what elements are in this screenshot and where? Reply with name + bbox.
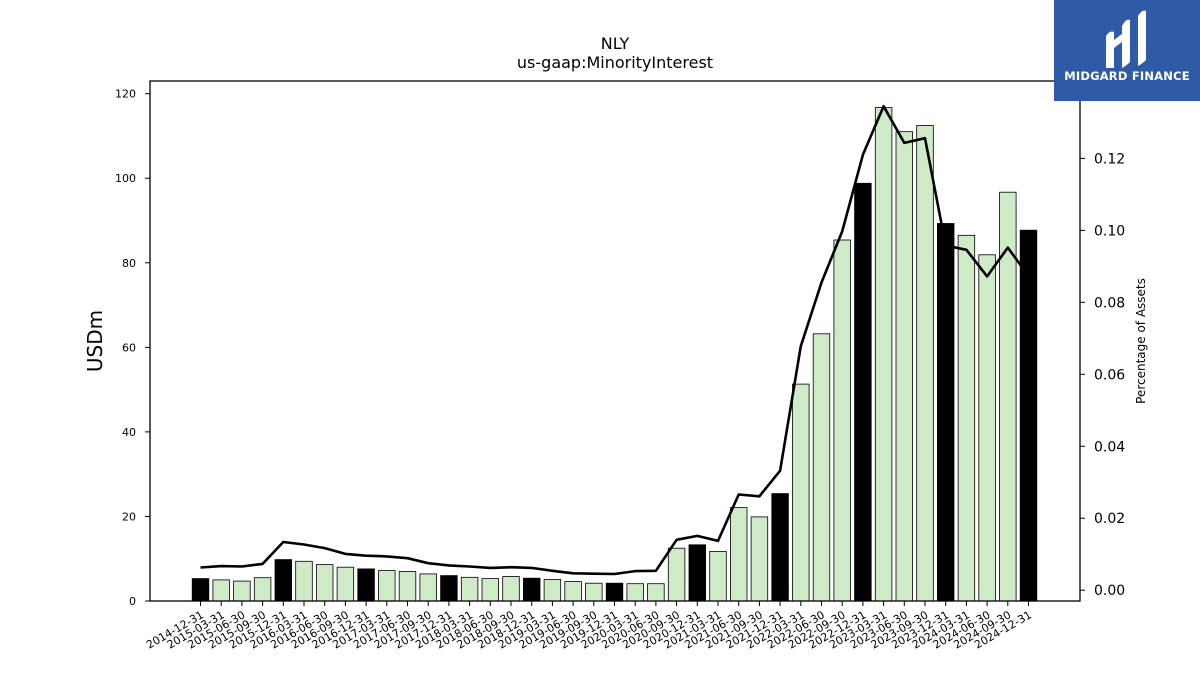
bar-2015-12-31 [274,559,293,602]
y-tick-label: 100 [115,172,136,185]
brand-name: MIDGARD FINANCE [1064,69,1190,83]
bar-2015-09-30 [253,577,272,602]
bar-2015-06-30 [233,580,251,602]
bar-2015-03-31 [212,579,230,602]
bar-2016-03-31 [295,560,313,602]
y-tick-label: 40 [122,426,136,439]
bar-2019-12-31 [605,582,624,602]
y2-tick-label: 0.04 [1094,439,1125,455]
y-tick-label: 20 [122,510,136,523]
bar-2016-06-30 [315,564,334,602]
bar-2023-09-30 [916,125,934,602]
bar-2024-03-31 [957,234,976,602]
bar-2023-06-30 [895,131,914,602]
bar-2017-06-30 [398,571,417,602]
axes-group: 0 20 40 60 80 100 120 0.00 0.02 0.04 0.06 0.08 0.10 0… [115,80,1125,652]
bar-2019-03-31 [543,579,562,602]
bar-2016-09-30 [336,566,355,602]
bar-2019-06-30 [564,581,582,602]
line-group [200,104,1030,576]
bar-2022-09-30 [833,239,851,602]
y2-tick-label: 0.12 [1094,151,1125,167]
bar-2023-12-31 [937,223,955,602]
y2-tick-label: 0.06 [1094,367,1125,383]
bar-2021-06-30 [730,507,748,602]
bar-2022-06-30 [812,333,831,602]
bar-2018-09-30 [502,576,520,602]
bar-2018-03-31 [460,576,479,602]
bar-2021-09-30 [750,516,769,602]
chart-subtitle: us-gaap:MinorityInterest [517,53,713,72]
y-axis-label: USDm [83,310,107,372]
percentage-of-assets-line [200,104,1030,576]
bar-2020-09-30 [667,547,686,602]
chart-title: NLY [601,34,630,53]
bars-group [191,107,1038,602]
brand-logo: MIDGARD FINANCE [1054,0,1200,101]
bar-2021-12-31 [771,493,789,602]
bar-2014-12-31 [191,578,210,602]
bar-2018-06-30 [481,578,500,602]
bar-2019-09-30 [585,582,603,602]
bar-2018-12-31 [523,577,541,602]
y-tick-label: 80 [122,257,136,270]
y-tick-label: 0 [129,595,136,608]
bar-2017-12-31 [440,575,458,602]
bar-2022-12-31 [854,182,872,602]
y2-axis-label: Percentage of Assets [1134,278,1148,404]
y2-tick-label: 0.08 [1094,295,1125,311]
y2-tick-label: 0.10 [1094,223,1125,239]
bar-2024-06-30 [978,254,996,602]
midgard-logo-icon [1106,10,1146,69]
bar-2017-03-31 [378,570,396,602]
bar-2020-12-31 [688,544,707,602]
bar-2016-12-31 [357,568,375,602]
y-tick-label: 60 [122,341,136,354]
bar-2020-03-31 [626,583,644,602]
y2-tick-label: 0.00 [1094,583,1125,599]
bar-2022-03-31 [792,383,810,602]
bar-2020-06-30 [647,583,665,602]
bar-2021-03-31 [709,551,727,602]
y2-tick-label: 0.02 [1094,511,1125,527]
y-tick-label: 120 [115,88,136,101]
bar-2023-03-31 [874,107,893,602]
bar-2017-09-30 [419,573,437,602]
bar-2024-12-31 [1019,229,1038,602]
